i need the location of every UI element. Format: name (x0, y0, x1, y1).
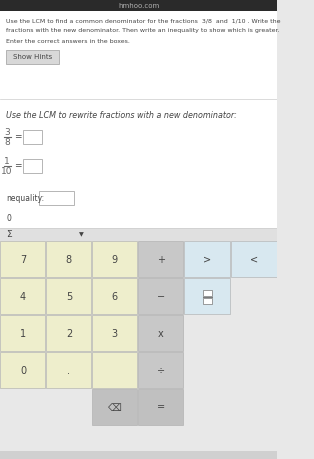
Bar (92, 315, 137, 351)
Text: 2: 2 (66, 329, 72, 338)
Text: hmhoo.com: hmhoo.com (118, 2, 159, 9)
Text: −: − (157, 291, 165, 302)
Text: Use the LCM to rewrite fractions with a new denominator:: Use the LCM to rewrite fractions with a … (6, 111, 237, 119)
Text: 4: 4 (20, 291, 26, 302)
Text: 1: 1 (20, 329, 26, 338)
Text: 1: 1 (4, 157, 10, 166)
Bar (184, 241, 230, 277)
Text: 0: 0 (20, 365, 26, 375)
Bar (138, 315, 183, 351)
Bar (92, 278, 137, 314)
Text: Enter the correct answers in the boxes.: Enter the correct answers in the boxes. (6, 39, 130, 44)
Bar (138, 278, 183, 314)
Bar (138, 389, 183, 425)
Bar (92, 352, 137, 388)
Text: 8: 8 (66, 254, 72, 264)
Text: 5: 5 (66, 291, 72, 302)
Text: ▼: ▼ (79, 232, 84, 237)
Text: 3: 3 (4, 128, 10, 136)
Bar (0, 0, 278, 11)
Text: Use the LCM to find a common denominator for the fractions  3/8  and  1/10 . Wri: Use the LCM to find a common denominator… (6, 18, 281, 23)
Text: 10: 10 (1, 167, 13, 175)
Bar (0, 228, 278, 241)
Text: 7: 7 (20, 254, 26, 264)
Bar (203, 297, 212, 303)
Text: 0: 0 (6, 213, 11, 223)
Text: =: = (14, 133, 21, 141)
Text: 3: 3 (112, 329, 118, 338)
Text: +: + (157, 254, 165, 264)
Text: <: < (250, 254, 258, 264)
Bar (92, 241, 137, 277)
Bar (184, 278, 230, 314)
Text: fractions with the new denominator. Then write an inequality to show which is gr: fractions with the new denominator. Then… (6, 28, 280, 33)
Text: ÷: ÷ (157, 365, 165, 375)
Bar (138, 241, 183, 277)
Text: 9: 9 (112, 254, 118, 264)
Bar (203, 290, 212, 296)
Text: x: x (158, 329, 164, 338)
Text: 6: 6 (112, 291, 118, 302)
FancyBboxPatch shape (23, 130, 42, 144)
Bar (0, 99, 278, 239)
Bar (0, 278, 45, 314)
Bar (92, 389, 137, 425)
Bar (46, 241, 91, 277)
Text: .: . (68, 365, 70, 375)
Bar (0, 11, 278, 99)
Text: ⌫: ⌫ (108, 403, 122, 413)
Text: 8: 8 (4, 138, 10, 146)
Bar (46, 278, 91, 314)
Bar (230, 241, 277, 277)
Bar (46, 352, 91, 388)
Text: Σ: Σ (6, 230, 12, 239)
Bar (0, 315, 45, 351)
Text: =: = (14, 162, 21, 170)
Bar (46, 315, 91, 351)
Bar (138, 352, 183, 388)
FancyBboxPatch shape (23, 159, 42, 173)
Text: =: = (157, 403, 165, 413)
Text: nequality:: nequality: (6, 194, 44, 202)
Bar (0, 352, 45, 388)
FancyBboxPatch shape (39, 191, 74, 205)
Text: >: > (203, 254, 211, 264)
Bar (0, 451, 278, 459)
Bar (0, 241, 45, 277)
Text: Show Hints: Show Hints (13, 54, 52, 60)
FancyBboxPatch shape (6, 50, 59, 64)
